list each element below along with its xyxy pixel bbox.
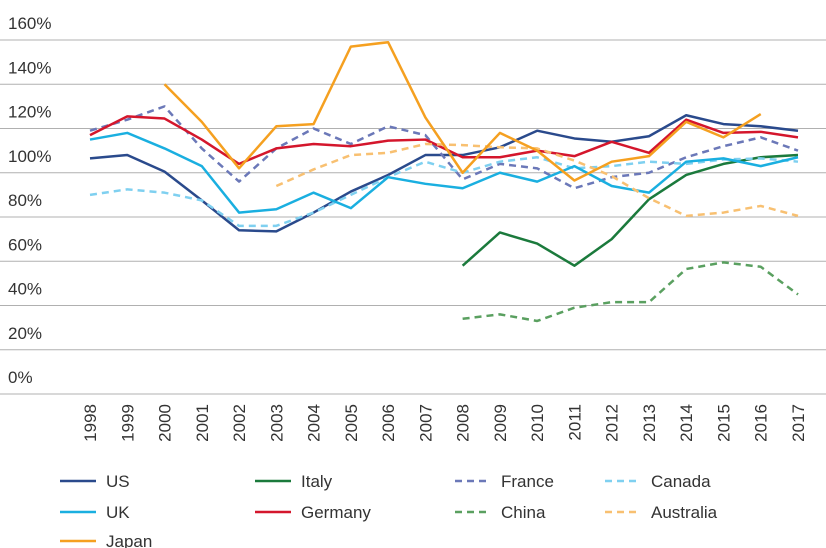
series-line	[275, 142, 799, 218]
legend-label: Australia	[651, 503, 718, 522]
series-line	[89, 131, 799, 214]
x-tick-label: 2000	[156, 404, 175, 442]
x-tick-label: 2005	[342, 404, 361, 442]
x-tick-label: 2016	[752, 404, 771, 442]
x-tick-label: 2001	[193, 404, 212, 442]
x-tick-label: 2004	[305, 404, 324, 442]
x-tick-label: 2017	[789, 404, 808, 442]
series-line	[89, 115, 799, 166]
y-tick-label: 80%	[8, 191, 42, 210]
x-tick-label: 2011	[565, 404, 584, 441]
legend-label: Germany	[301, 503, 371, 522]
series-line	[89, 105, 799, 190]
x-tick-label: 2008	[454, 404, 473, 442]
y-tick-label: 160%	[8, 14, 51, 33]
legend-label: France	[501, 472, 554, 491]
x-tick-label: 2014	[677, 404, 696, 442]
series-line	[462, 261, 799, 323]
series-line	[89, 156, 799, 228]
legend-label: Canada	[651, 472, 711, 491]
legend-label: Japan	[106, 532, 152, 548]
x-tick-label: 1999	[118, 404, 137, 442]
x-tick-label: 2006	[379, 404, 398, 442]
legend-label: China	[501, 503, 546, 522]
legend-label: US	[106, 472, 130, 491]
x-tick-label: 2009	[491, 404, 510, 442]
x-tick-label: 2002	[230, 404, 249, 442]
x-tick-label: 2015	[714, 404, 733, 442]
series-line	[163, 40, 762, 182]
x-tick-label: 2003	[267, 404, 286, 442]
legend-label: UK	[106, 503, 130, 522]
y-tick-label: 20%	[8, 324, 42, 343]
legend-label: Italy	[301, 472, 333, 491]
y-tick-label: 140%	[8, 58, 51, 77]
y-tick-label: 120%	[8, 103, 51, 122]
y-tick-label: 100%	[8, 147, 51, 166]
x-tick-label: 2013	[640, 404, 659, 442]
x-tick-label: 2007	[416, 404, 435, 442]
x-tick-label: 2012	[603, 404, 622, 442]
x-tick-label: 1998	[81, 404, 100, 442]
y-tick-label: 40%	[8, 280, 42, 299]
y-tick-label: 0%	[8, 368, 33, 387]
series-line	[461, 153, 799, 267]
x-tick-label: 2010	[528, 404, 547, 442]
y-tick-label: 60%	[8, 235, 42, 254]
